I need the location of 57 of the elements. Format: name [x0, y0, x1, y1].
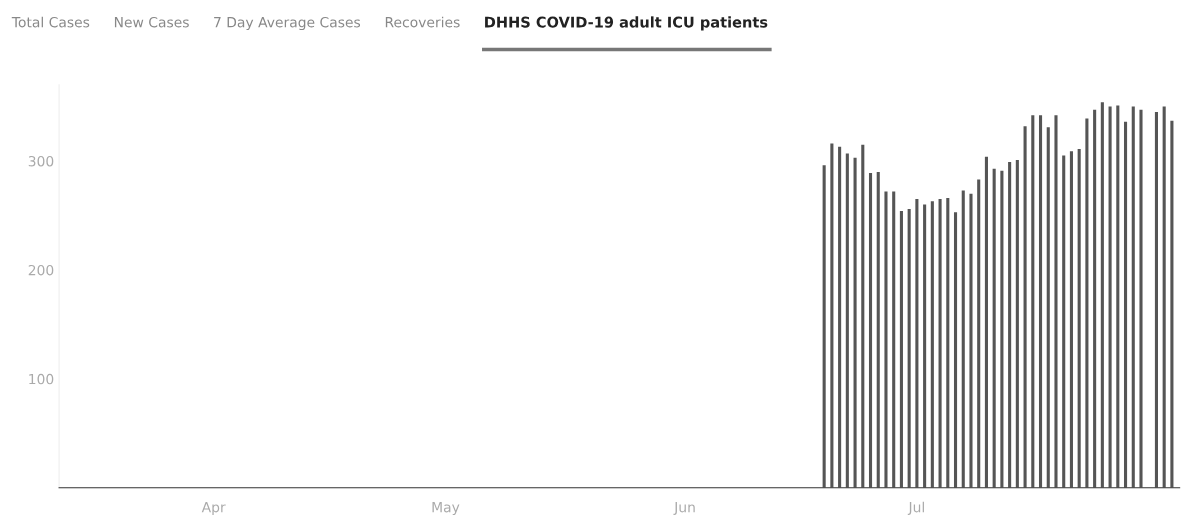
- bar: [1038, 115, 1043, 488]
- bar: [868, 172, 873, 488]
- bar: [946, 198, 950, 488]
- bar: [1131, 106, 1135, 488]
- text: Total Cases: [11, 16, 90, 28]
- bar: [1124, 121, 1128, 488]
- bar: [1116, 105, 1120, 488]
- bar: [953, 212, 958, 488]
- bar: [1031, 115, 1035, 488]
- bar: [884, 191, 888, 488]
- bar: [1023, 126, 1027, 488]
- bar: [1077, 149, 1081, 488]
- bar: [1100, 102, 1104, 488]
- bar: [1170, 120, 1174, 488]
- text: Recoveries: [385, 16, 460, 28]
- bar: [992, 168, 996, 488]
- bar: [915, 199, 919, 488]
- bar: [984, 156, 988, 488]
- bar: [853, 157, 857, 488]
- bar: [1000, 170, 1004, 488]
- bar: [1162, 106, 1166, 488]
- y-tick-label: 100: [29, 373, 54, 385]
- bar: [845, 153, 849, 488]
- bar: [1154, 111, 1158, 488]
- y-tick-label: 300: [28, 155, 54, 167]
- bar: [969, 193, 973, 488]
- bar: [1015, 159, 1019, 488]
- x-tick-label: May: [432, 502, 460, 516]
- bar: [892, 191, 896, 488]
- bar: [861, 144, 865, 488]
- text: New Cases: [114, 16, 189, 28]
- bar: [930, 201, 934, 488]
- bar: [923, 204, 927, 488]
- x-tick-label: Jul: [907, 501, 924, 515]
- bar: [977, 179, 981, 488]
- bar: [961, 190, 965, 488]
- bar: [907, 208, 911, 488]
- bar: [1008, 162, 1012, 488]
- bar: [1093, 109, 1097, 488]
- y-tick-label: 200: [28, 264, 54, 276]
- x-tick-label: Jun: [673, 502, 695, 515]
- bar: [1085, 118, 1089, 488]
- bar: [938, 199, 942, 488]
- chart-title: DHHS COVID-19 adult ICU patients: [485, 16, 768, 31]
- bar: [830, 143, 834, 488]
- bar: [1062, 155, 1066, 488]
- bar: [876, 171, 880, 488]
- bar: [1108, 106, 1112, 488]
- bar: [838, 146, 842, 488]
- text: 7 Day Average Cases: [214, 16, 361, 31]
- x-tick-label: Apr: [201, 502, 226, 516]
- bar: [1046, 127, 1050, 488]
- bar: [822, 165, 826, 488]
- bar: [899, 211, 903, 488]
- bar: [1069, 151, 1073, 488]
- bar: [1054, 115, 1058, 488]
- bar: [1139, 109, 1143, 488]
